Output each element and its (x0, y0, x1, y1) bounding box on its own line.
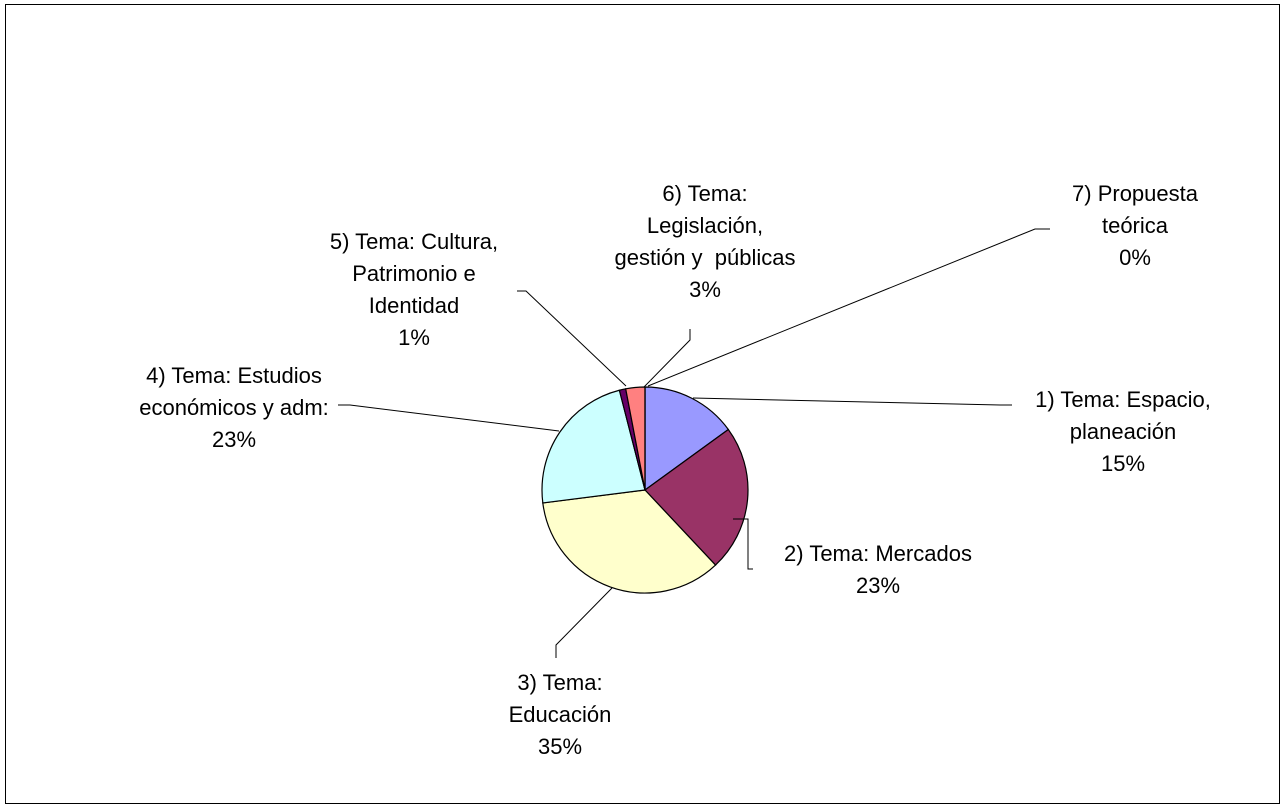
slice-3-label: 3) Tema: Educación 35% (509, 670, 612, 759)
slice-4-leader-line (338, 404, 560, 432)
slice-3-percent-label: 35% (538, 734, 582, 759)
slice-4-label-line: económicos y adm: (139, 395, 329, 420)
slice-6-label-line: Legislación, (647, 213, 763, 238)
slice-6-percent-label: 3% (689, 277, 721, 302)
slice-3-leader-line (555, 587, 613, 658)
slice-6-label-line: 6) Tema: (662, 181, 747, 206)
slice-4-label-line: 4) Tema: Estudios (146, 363, 322, 388)
slice-3-label-line: 3) Tema: (517, 670, 602, 695)
slice-3-label-line: Educación (509, 702, 612, 727)
slice-1-label: 1) Tema: Espacio, planeación 15% (1035, 387, 1211, 476)
slice-7-percent-label: 0% (1119, 245, 1151, 270)
slice-7-label-line: teórica (1102, 213, 1169, 238)
slice-5-label: 5) Tema: Cultura, Patrimonio e Identidad 1% (330, 229, 498, 350)
slice-2-label: 2) Tema: Mercados 23% (784, 541, 972, 598)
slice-4-percent-label: 23% (212, 427, 256, 452)
slice-5-label-line: Patrimonio e (352, 261, 476, 286)
slice-4-label: 4) Tema: Estudios económicos y adm: 23% (139, 363, 329, 452)
slice-4 (541, 389, 646, 504)
slice-5-leader-line (517, 290, 627, 387)
slice-1-label-line: planeación (1070, 419, 1176, 444)
slice-5-percent-label: 1% (398, 325, 430, 350)
slice-1-percent-label: 15% (1101, 451, 1145, 476)
slice-1-leader-line (692, 397, 1012, 406)
slice-2-label-line: 2) Tema: Mercados (784, 541, 972, 566)
slice-5-label-line: 5) Tema: Cultura, (330, 229, 498, 254)
leader-lines (338, 228, 1050, 658)
slice-1 (644, 386, 730, 492)
slice-7-label-line: 7) Propuesta (1072, 181, 1199, 206)
slice-6-leader-line (643, 329, 691, 388)
slice-2-leader-line (733, 518, 753, 570)
slice-5-label-line: Identidad (369, 293, 460, 318)
slice-1-label-line: 1) Tema: Espacio, (1035, 387, 1211, 412)
pie-slices (541, 386, 749, 594)
slice-7-leader-line (647, 228, 1050, 387)
slice-labels: 1) Tema: Espacio, planeación 15% 2) Tema: M… (139, 181, 1211, 759)
slice-2 (644, 428, 749, 566)
slice-6-label: 6) Tema: Legislación, gestión y públicas 3% (615, 181, 796, 302)
slice-2-percent-label: 23% (856, 573, 900, 598)
slice-3 (542, 489, 717, 594)
slice-6-label-line: gestión y públicas (615, 245, 796, 270)
slice-7-label: 7) Propuesta teórica 0% (1072, 181, 1199, 270)
